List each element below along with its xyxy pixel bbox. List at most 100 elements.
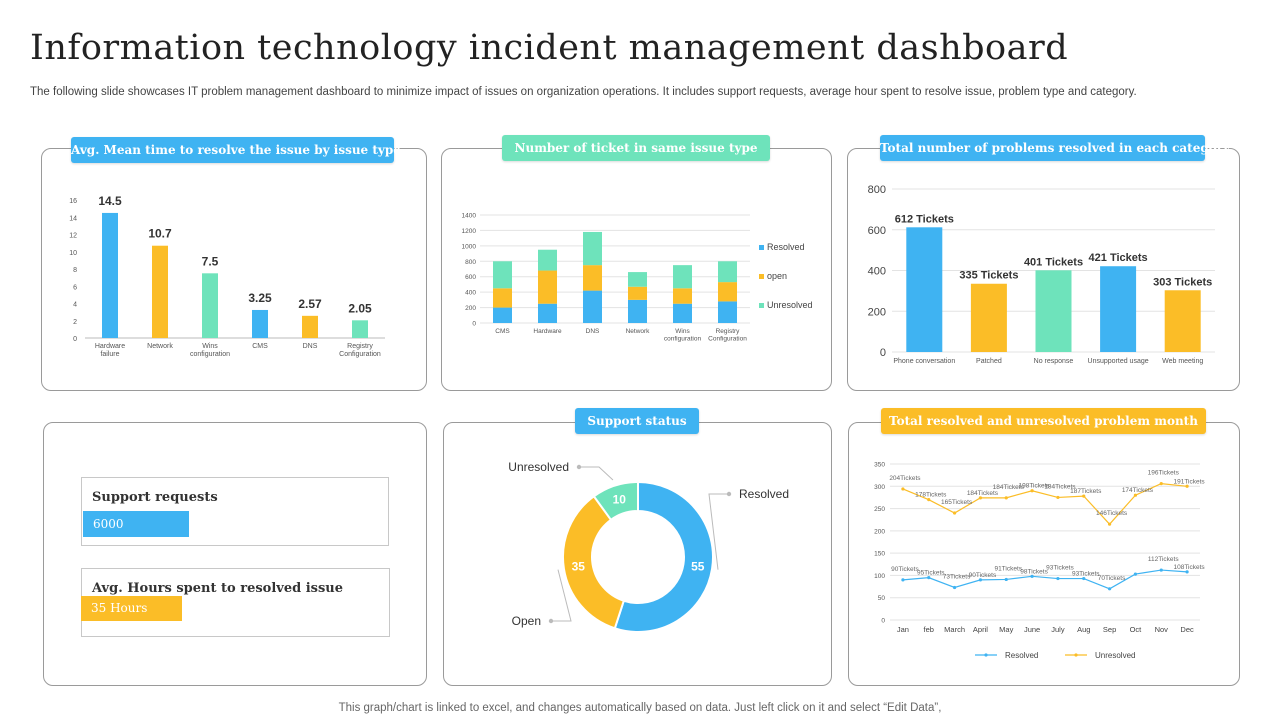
line-point[interactable] — [901, 487, 905, 491]
bar[interactable] — [970, 283, 1007, 352]
page-title: Information technology incident manageme… — [30, 28, 1069, 68]
y-tick-label: 1200 — [462, 228, 477, 235]
line-point[interactable] — [1107, 522, 1112, 526]
bar[interactable] — [1164, 290, 1201, 352]
bar[interactable] — [152, 245, 168, 338]
x-tick-label: June — [1024, 625, 1040, 634]
stacked-bar-segment[interactable] — [583, 265, 602, 291]
monthly-chart[interactable]: 0 50 100 150 200 250 300 350 Jan feb March April May… — [855, 455, 1225, 670]
monthly-panel — [848, 422, 1240, 686]
y-tick-label: 600 — [465, 274, 476, 281]
kpi-panel — [43, 422, 427, 686]
stacked-bar-segment[interactable] — [718, 261, 737, 283]
bar[interactable] — [1035, 270, 1072, 352]
x-tick-label: Aug — [1077, 625, 1090, 634]
x-tick-label: April — [973, 625, 988, 634]
y-tick-label: 10 — [69, 250, 77, 257]
stacked-bar-segment[interactable] — [628, 286, 647, 300]
x-tick-label: CMS — [252, 343, 268, 350]
bar[interactable] — [1100, 266, 1137, 352]
bar-data-label: 2.05 — [348, 301, 372, 315]
y-tick-label: 200 — [868, 306, 886, 318]
bar[interactable] — [302, 315, 318, 338]
line-point[interactable] — [1004, 496, 1008, 500]
x-tick-label: Unsupported usage — [1088, 358, 1149, 365]
x-tick-label: Wins configuration — [664, 328, 702, 343]
legend-swatch — [759, 274, 764, 279]
callout-line — [551, 569, 572, 622]
line-point[interactable] — [1159, 482, 1163, 486]
stacked-bar-segment[interactable] — [493, 288, 512, 308]
line-point[interactable] — [1133, 572, 1138, 576]
y-tick-label: 600 — [868, 225, 886, 237]
stacked-bar-segment[interactable] — [538, 249, 557, 271]
y-tick-label: 14 — [69, 215, 77, 222]
point-data-label: 146Tickets — [1096, 510, 1128, 517]
line-point[interactable] — [1082, 576, 1086, 581]
donut-slice[interactable] — [562, 494, 626, 630]
series-line[interactable] — [902, 482, 1188, 526]
stacked-bar-segment[interactable] — [493, 307, 512, 323]
callout-dot — [548, 618, 554, 624]
line-point[interactable] — [952, 585, 957, 590]
stacked-bar-segment[interactable] — [628, 299, 647, 323]
stacked-bar-segment[interactable] — [583, 231, 602, 266]
x-tick-label: Registry Configuration — [339, 343, 381, 358]
stacked-bar-segment[interactable] — [673, 288, 692, 304]
line-point[interactable] — [1133, 493, 1138, 497]
support-requests-value: 6000 — [83, 511, 189, 537]
x-tick-label: March — [944, 625, 965, 634]
legend-label: Unresolved — [1095, 651, 1135, 660]
line-point[interactable] — [1056, 576, 1060, 581]
stacked-bar-segment[interactable] — [493, 261, 512, 289]
y-tick-label: 0 — [472, 321, 476, 328]
bar[interactable] — [352, 320, 368, 338]
y-tick-label: 350 — [874, 462, 885, 469]
series-line[interactable] — [902, 569, 1188, 590]
line-point[interactable] — [1004, 577, 1008, 582]
slice-value-label: 10 — [613, 492, 627, 506]
bar[interactable] — [202, 273, 218, 338]
line-point[interactable] — [1185, 570, 1189, 574]
line-point[interactable] — [978, 578, 983, 582]
stacked-bar-segment[interactable] — [718, 301, 737, 323]
bar-data-label: 401 Tickets — [1024, 256, 1083, 268]
stacked-bar-segment[interactable] — [673, 265, 692, 289]
bar[interactable] — [906, 227, 943, 352]
bar-data-label: 612 Tickets — [895, 213, 954, 225]
page-subtitle: The following slide showcases IT problem… — [30, 86, 1137, 98]
line-point[interactable] — [1056, 495, 1060, 500]
stacked-bar-segment[interactable] — [583, 290, 602, 323]
line-point[interactable] — [927, 498, 931, 502]
stacked-bar-segment[interactable] — [538, 270, 557, 304]
point-data-label: 178Tickets — [915, 492, 947, 499]
line-point[interactable] — [1159, 568, 1163, 572]
line-point[interactable] — [978, 496, 983, 500]
stacked-bar-segment[interactable] — [628, 272, 647, 287]
mean-time-chart[interactable]: 0 2 4 6 8 10 12 14 16 14.5 Hardware failure 10.7 Netw… — [55, 180, 395, 370]
line-point[interactable] — [1030, 489, 1034, 493]
bar[interactable] — [252, 309, 268, 338]
line-point[interactable] — [927, 576, 931, 580]
y-tick-label: 200 — [465, 305, 476, 312]
point-data-label: 184Tickets — [993, 484, 1025, 491]
y-tick-label: 150 — [874, 551, 885, 558]
support-status-chart[interactable]: 55 Resolved 35 Open 10 Unresolved — [450, 440, 820, 675]
tickets-chart[interactable]: 0 200 400 600 800 1000 1200 1400 CMS Hardware DNS N… — [450, 205, 825, 350]
stacked-bar-segment[interactable] — [673, 303, 692, 323]
line-point[interactable] — [901, 578, 905, 582]
x-tick-label: Web meeting — [1162, 358, 1203, 365]
line-point[interactable] — [1185, 484, 1189, 488]
donut-slice[interactable] — [592, 480, 639, 522]
line-point[interactable] — [1030, 574, 1034, 578]
y-tick-label: 0 — [73, 336, 77, 343]
problems-chart[interactable]: 0 200 400 600 800 612 Tickets Phone conversati… — [855, 180, 1225, 370]
donut-slice[interactable] — [613, 480, 714, 633]
monthly-badge: Total resolved and unresolved problem mo… — [881, 408, 1206, 434]
bar[interactable] — [102, 212, 118, 338]
line-point[interactable] — [952, 511, 957, 515]
stacked-bar-segment[interactable] — [538, 303, 557, 323]
line-point[interactable] — [1082, 494, 1086, 498]
stacked-bar-segment[interactable] — [718, 282, 737, 302]
line-point[interactable] — [1107, 587, 1112, 591]
